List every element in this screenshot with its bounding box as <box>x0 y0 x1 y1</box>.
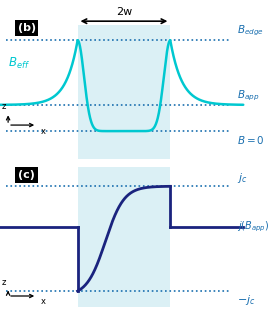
Text: $-j_c$: $-j_c$ <box>237 293 256 307</box>
Text: $B_{edge}$: $B_{edge}$ <box>237 24 264 38</box>
Bar <box>78 25 170 159</box>
Text: $B_{eff}$: $B_{eff}$ <box>8 56 30 71</box>
Text: (c): (c) <box>18 170 35 180</box>
Text: 2w: 2w <box>116 7 132 17</box>
Text: (b): (b) <box>18 23 36 33</box>
Text: x: x <box>41 127 46 136</box>
Text: z: z <box>1 278 6 286</box>
Text: $j(B_{app})$: $j(B_{app})$ <box>237 220 270 235</box>
Text: x: x <box>41 297 46 306</box>
Bar <box>78 167 170 307</box>
Text: z: z <box>1 102 6 111</box>
Text: $j_c$: $j_c$ <box>237 171 248 185</box>
Text: $B = 0$: $B = 0$ <box>237 134 265 146</box>
Text: $B_{app}$: $B_{app}$ <box>237 89 260 103</box>
